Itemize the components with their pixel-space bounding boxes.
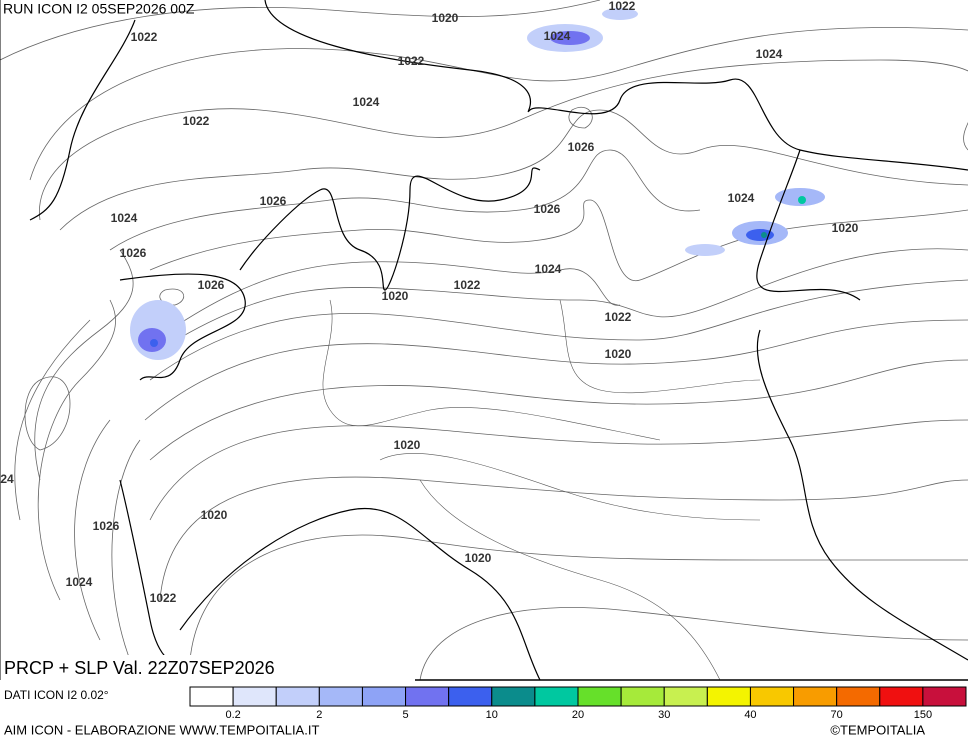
colorbar: 0.2 2 5 10 20 30 40 70 150 (189, 686, 967, 721)
isobar-label: 24 (0, 472, 14, 486)
footer-title: PRCP + SLP Val. 22Z07SEP2026 (4, 658, 275, 678)
isobar-label: 1022 (183, 114, 210, 128)
isobar-label: 1022 (605, 310, 632, 324)
isobar-label: 1022 (150, 591, 177, 605)
color-box (318, 686, 363, 707)
isobar-label: 1022 (454, 278, 481, 292)
credit: AIM ICON - ELABORAZIONE WWW.TEMPOITALIA.… (4, 722, 319, 737)
color-box (189, 686, 234, 707)
run-label: RUN ICON I2 05SEP2026 00Z (3, 1, 195, 17)
isobar-label: 1026 (120, 246, 147, 260)
colorbar-label: 20 (572, 709, 584, 721)
borders (29, 0, 968, 681)
color-box (405, 686, 450, 707)
copyright: ©TEMPOITALIA (830, 722, 925, 737)
regions (322, 299, 761, 681)
isobar-label: 1022 (131, 30, 158, 44)
colorbar-label: 70 (831, 709, 843, 721)
isobar-label: 1024 (111, 211, 138, 225)
isobar-label: 1022 (609, 0, 636, 13)
color-box (663, 686, 708, 707)
isobar-label: 1026 (260, 194, 287, 208)
isobar-label: 1026 (534, 202, 561, 216)
color-box (879, 686, 924, 707)
color-box (491, 686, 536, 707)
isobar-label: 1024 (544, 29, 571, 43)
isobar-label: 1022 (398, 54, 425, 68)
isobar-label: 1020 (201, 508, 228, 522)
color-box (706, 686, 751, 707)
color-box (922, 686, 967, 707)
isobars (0, 0, 968, 681)
colorbar-label: 30 (658, 709, 670, 721)
isobar-label: 1024 (66, 575, 93, 589)
colorbar-label: 10 (486, 709, 498, 721)
isobar-label: 1026 (198, 278, 225, 292)
color-box (836, 686, 881, 707)
isobar-label: 1024 (353, 95, 380, 109)
colorbar-label: 5 (402, 709, 408, 721)
isobar-labels: 1020 1022 1024 1022 1022 1024 1024 1022 … (0, 0, 858, 605)
precipitation (130, 8, 825, 360)
color-box (275, 686, 320, 707)
isobar-label: 1020 (382, 289, 409, 303)
isobar-label: 1020 (394, 438, 421, 452)
title-backdrop (0, 655, 415, 683)
isobar-label: 1026 (93, 519, 120, 533)
color-box (793, 686, 838, 707)
color-box (534, 686, 579, 707)
isobar-label: 1024 (756, 47, 783, 61)
color-box (620, 686, 665, 707)
data-source: DATI ICON I2 0.02° (4, 688, 109, 702)
colorbar-label: 0.2 (225, 709, 240, 721)
color-box (448, 686, 493, 707)
color-box (749, 686, 795, 707)
isobar-label: 1020 (465, 551, 492, 565)
colorbar-label: 2 (316, 709, 322, 721)
isobar-label: 1026 (568, 140, 595, 154)
colorbar-label: 40 (744, 709, 756, 721)
color-box (577, 686, 622, 707)
colorbar-label: 150 (914, 709, 932, 721)
color-box (361, 686, 407, 707)
isobar-label: 1024 (535, 262, 562, 276)
isobar-label: 1024 (728, 191, 755, 205)
color-box (232, 686, 277, 707)
isobar-label: 1020 (605, 347, 632, 361)
isobar-label: 1020 (832, 221, 859, 235)
isobar-label: 1020 (432, 11, 459, 25)
